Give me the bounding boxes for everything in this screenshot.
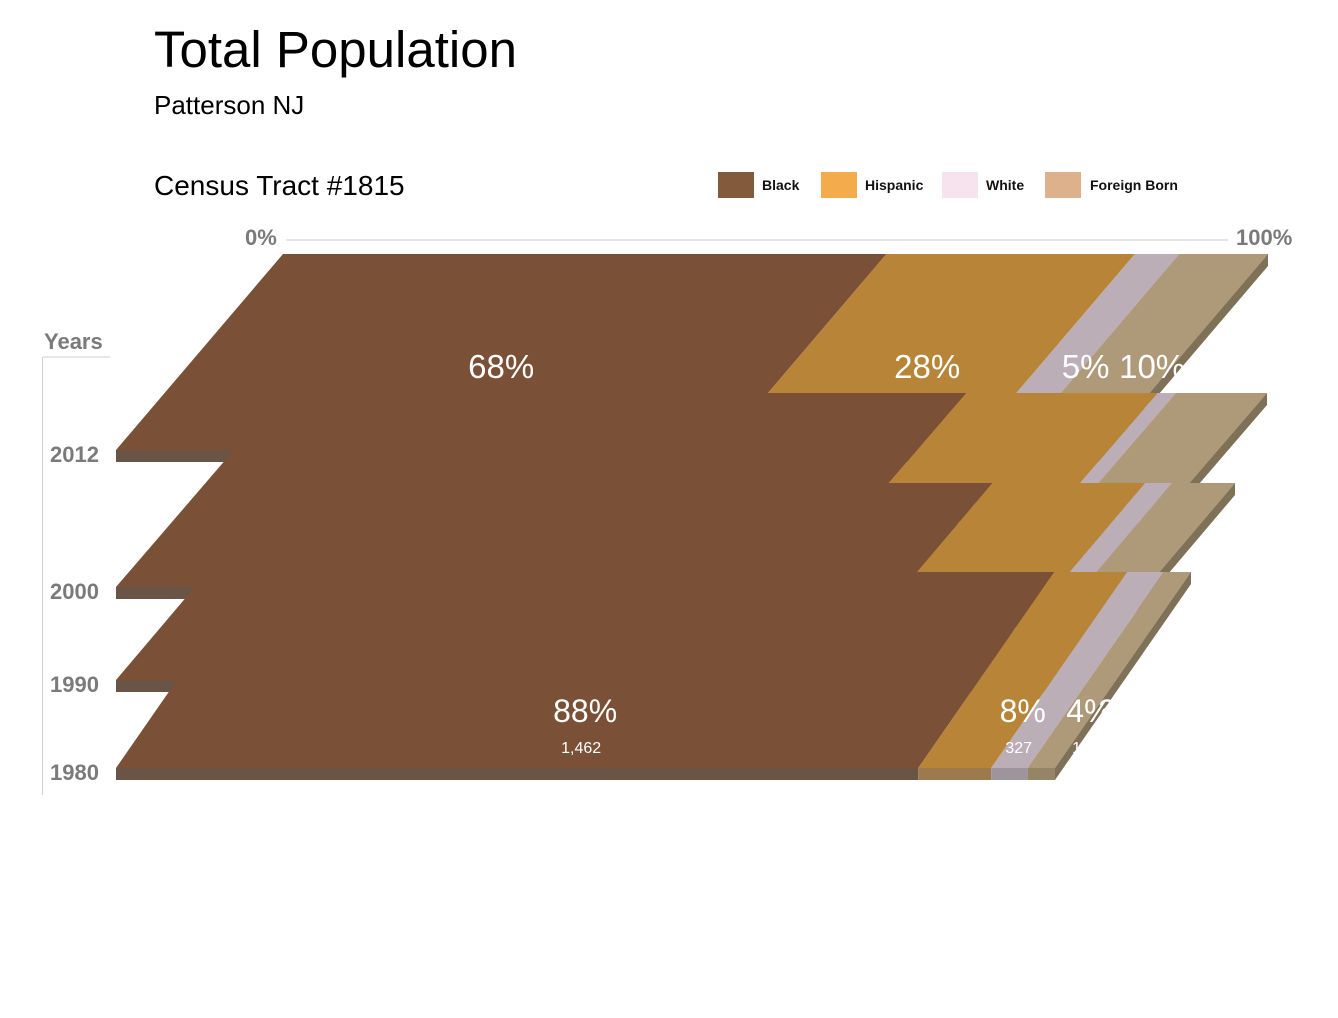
value-count-white-1980: 185: [1072, 740, 1099, 757]
legend-label-hispanic: Hispanic: [865, 177, 924, 193]
value-percent-foreign-born-1980: 3%: [1098, 693, 1144, 729]
value-percent-hispanic-1980: 8%: [1000, 693, 1046, 729]
bar-front-black-1980: [116, 768, 919, 780]
year-label-1990: 1990: [50, 672, 99, 697]
legend-swatch-white: [942, 172, 978, 198]
census-tract-label: Census Tract #1815: [154, 170, 405, 201]
year-label-1980: 1980: [50, 760, 99, 785]
y-axis-title: Years: [44, 329, 103, 354]
value-percent-hispanic-2012: 28%: [894, 348, 960, 385]
legend-swatch-foreign-born: [1045, 172, 1081, 198]
bar-front-white-1980: [991, 768, 1028, 780]
scale-label-max: 100%: [1236, 225, 1292, 250]
value-percent-white-1980: 4%: [1066, 693, 1112, 729]
legend-label-white: White: [986, 177, 1025, 193]
legend-swatch-black: [718, 172, 754, 198]
bar-segment-foreign-born-1980: [1027, 572, 1191, 768]
value-count-foreign-born-1980: 122: [1104, 740, 1131, 757]
chart-title: Total Population: [154, 21, 517, 78]
bar-front-hispanic-1980: [918, 768, 992, 780]
value-percent-black-2012: 68%: [468, 348, 534, 385]
legend-swatch-hispanic: [821, 172, 857, 198]
value-percent-white-2012: 5%: [1062, 348, 1110, 385]
legend-label-black: Black: [762, 177, 800, 193]
bar-side-1980: [1055, 572, 1191, 780]
value-count-black-1980: 1,462: [561, 740, 601, 757]
legend-label-foreign-born: Foreign Born: [1090, 177, 1178, 193]
scale-label-min: 0%: [245, 225, 277, 250]
bar-front-foreign-born-1980: [1027, 768, 1055, 780]
value-percent-black-1980: 88%: [553, 693, 617, 729]
chart-subtitle: Patterson NJ: [154, 90, 305, 120]
year-label-2000: 2000: [50, 579, 99, 604]
year-label-2012: 2012: [50, 442, 99, 467]
bar-segment-hispanic-1980: [918, 572, 1128, 768]
bar-1980: 88% 1,462 8% 327 4% 185 3% 122: [116, 572, 1191, 780]
value-percent-foreign-born-2012: 10%: [1119, 348, 1185, 385]
bar-segment-white-1980: [991, 572, 1164, 768]
bars-group: 68%3,72128%5975%9910%21875%2,92421%6402%…: [50, 254, 1268, 785]
value-count-hispanic-1980: 327: [1005, 740, 1032, 757]
bar-segment-black-1980: [116, 572, 1055, 768]
